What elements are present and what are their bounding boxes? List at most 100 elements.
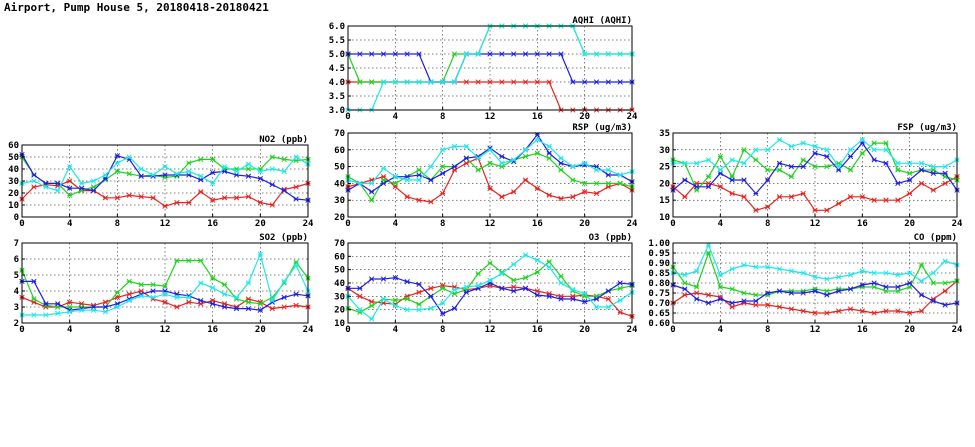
series-line-blue (672, 282, 958, 306)
data-point-cyan (55, 187, 61, 194)
data-point-cyan (918, 278, 925, 284)
data-point-red (546, 192, 552, 198)
data-point-red (836, 200, 842, 207)
data-point-red (487, 185, 493, 192)
data-point-blue (487, 51, 493, 57)
data-point-blue (605, 172, 611, 178)
data-point-green (895, 288, 901, 294)
data-point-cyan (416, 177, 422, 183)
data-point-red (593, 190, 600, 197)
data-point-blue (582, 299, 588, 305)
data-point-red (162, 299, 168, 305)
data-point-cyan (463, 143, 469, 150)
data-point-cyan (593, 51, 600, 57)
data-point-red (257, 199, 263, 206)
chart-co: 0 4 8 12 16 20 24 0.600.650.700.750.800.850.900… (648, 233, 963, 335)
data-point-cyan (776, 266, 783, 272)
data-point-green (67, 192, 73, 199)
data-point-green (907, 284, 913, 290)
data-point-blue (55, 301, 61, 307)
data-point-blue (257, 175, 263, 182)
data-point-red (162, 203, 168, 209)
data-point-green (451, 51, 458, 57)
x-tick-label: 8 (115, 325, 120, 335)
data-point-blue (499, 153, 505, 160)
data-point-cyan (475, 51, 481, 57)
data-point-green (617, 180, 623, 187)
x-tick-label: 20 (579, 325, 590, 335)
data-point-blue (895, 284, 901, 290)
data-point-blue (705, 184, 712, 190)
data-point-cyan (416, 307, 422, 313)
data-point-cyan (162, 163, 168, 170)
x-tick-label: 20 (255, 325, 266, 335)
data-point-blue (729, 177, 735, 183)
data-point-cyan (428, 163, 434, 170)
y-tick-label: 5.0 (329, 50, 345, 60)
data-point-red (198, 189, 204, 195)
data-point-blue (753, 298, 759, 304)
data-point-red (776, 194, 783, 200)
data-point-cyan (440, 147, 446, 153)
data-point-red (534, 79, 540, 85)
data-point-green (593, 180, 600, 187)
y-tick-label: 0.70 (648, 299, 670, 309)
data-point-cyan (522, 147, 529, 153)
data-point-cyan (511, 157, 517, 163)
data-point-cyan (293, 262, 299, 269)
data-point-cyan (404, 177, 410, 183)
data-point-cyan (233, 168, 240, 175)
data-point-cyan (895, 272, 901, 278)
data-point-red (511, 189, 517, 195)
x-tick-label: 12 (485, 112, 496, 122)
chart-title: O3 (ppb) (589, 233, 632, 243)
data-point-blue (210, 301, 216, 307)
data-point-green (558, 273, 564, 279)
data-point-red (534, 185, 540, 192)
data-point-red (907, 190, 913, 197)
data-point-green (694, 284, 700, 290)
y-tick-label: 10 (8, 201, 19, 211)
data-point-cyan (162, 291, 168, 297)
data-point-cyan (942, 163, 948, 170)
data-point-red (570, 194, 576, 200)
data-point-cyan (729, 266, 735, 272)
data-point-cyan (511, 261, 517, 267)
data-point-cyan (428, 79, 434, 85)
data-point-blue (281, 187, 287, 194)
data-point-green (257, 301, 263, 307)
data-point-green (210, 275, 216, 281)
data-point-blue (281, 294, 287, 301)
data-point-blue (102, 304, 109, 310)
data-point-blue (369, 51, 375, 57)
data-point-cyan (788, 143, 794, 150)
data-point-blue (694, 296, 700, 302)
data-point-blue (522, 285, 529, 291)
data-point-green (31, 296, 37, 302)
data-point-red (582, 189, 588, 195)
data-point-blue (293, 291, 299, 297)
data-point-red (150, 195, 156, 201)
data-point-cyan (198, 173, 204, 179)
data-point-green (369, 197, 375, 203)
data-point-cyan (570, 163, 576, 170)
data-point-blue (269, 181, 275, 188)
data-point-cyan (357, 180, 363, 187)
data-point-red (293, 184, 299, 190)
data-point-blue (380, 276, 387, 282)
y-tick-label: 40 (334, 179, 345, 189)
data-point-blue (753, 190, 759, 197)
data-point-blue (918, 167, 925, 173)
x-tick-label: 0 (345, 219, 350, 229)
data-point-cyan (847, 272, 854, 278)
data-point-red (753, 207, 759, 213)
data-point-red (682, 292, 688, 298)
data-point-cyan (463, 284, 469, 290)
x-tick-label: 8 (765, 219, 770, 229)
data-point-cyan (546, 143, 552, 150)
data-point-cyan (593, 167, 600, 173)
data-point-green (729, 286, 735, 292)
data-point-green (895, 167, 901, 173)
data-point-red (534, 288, 540, 294)
